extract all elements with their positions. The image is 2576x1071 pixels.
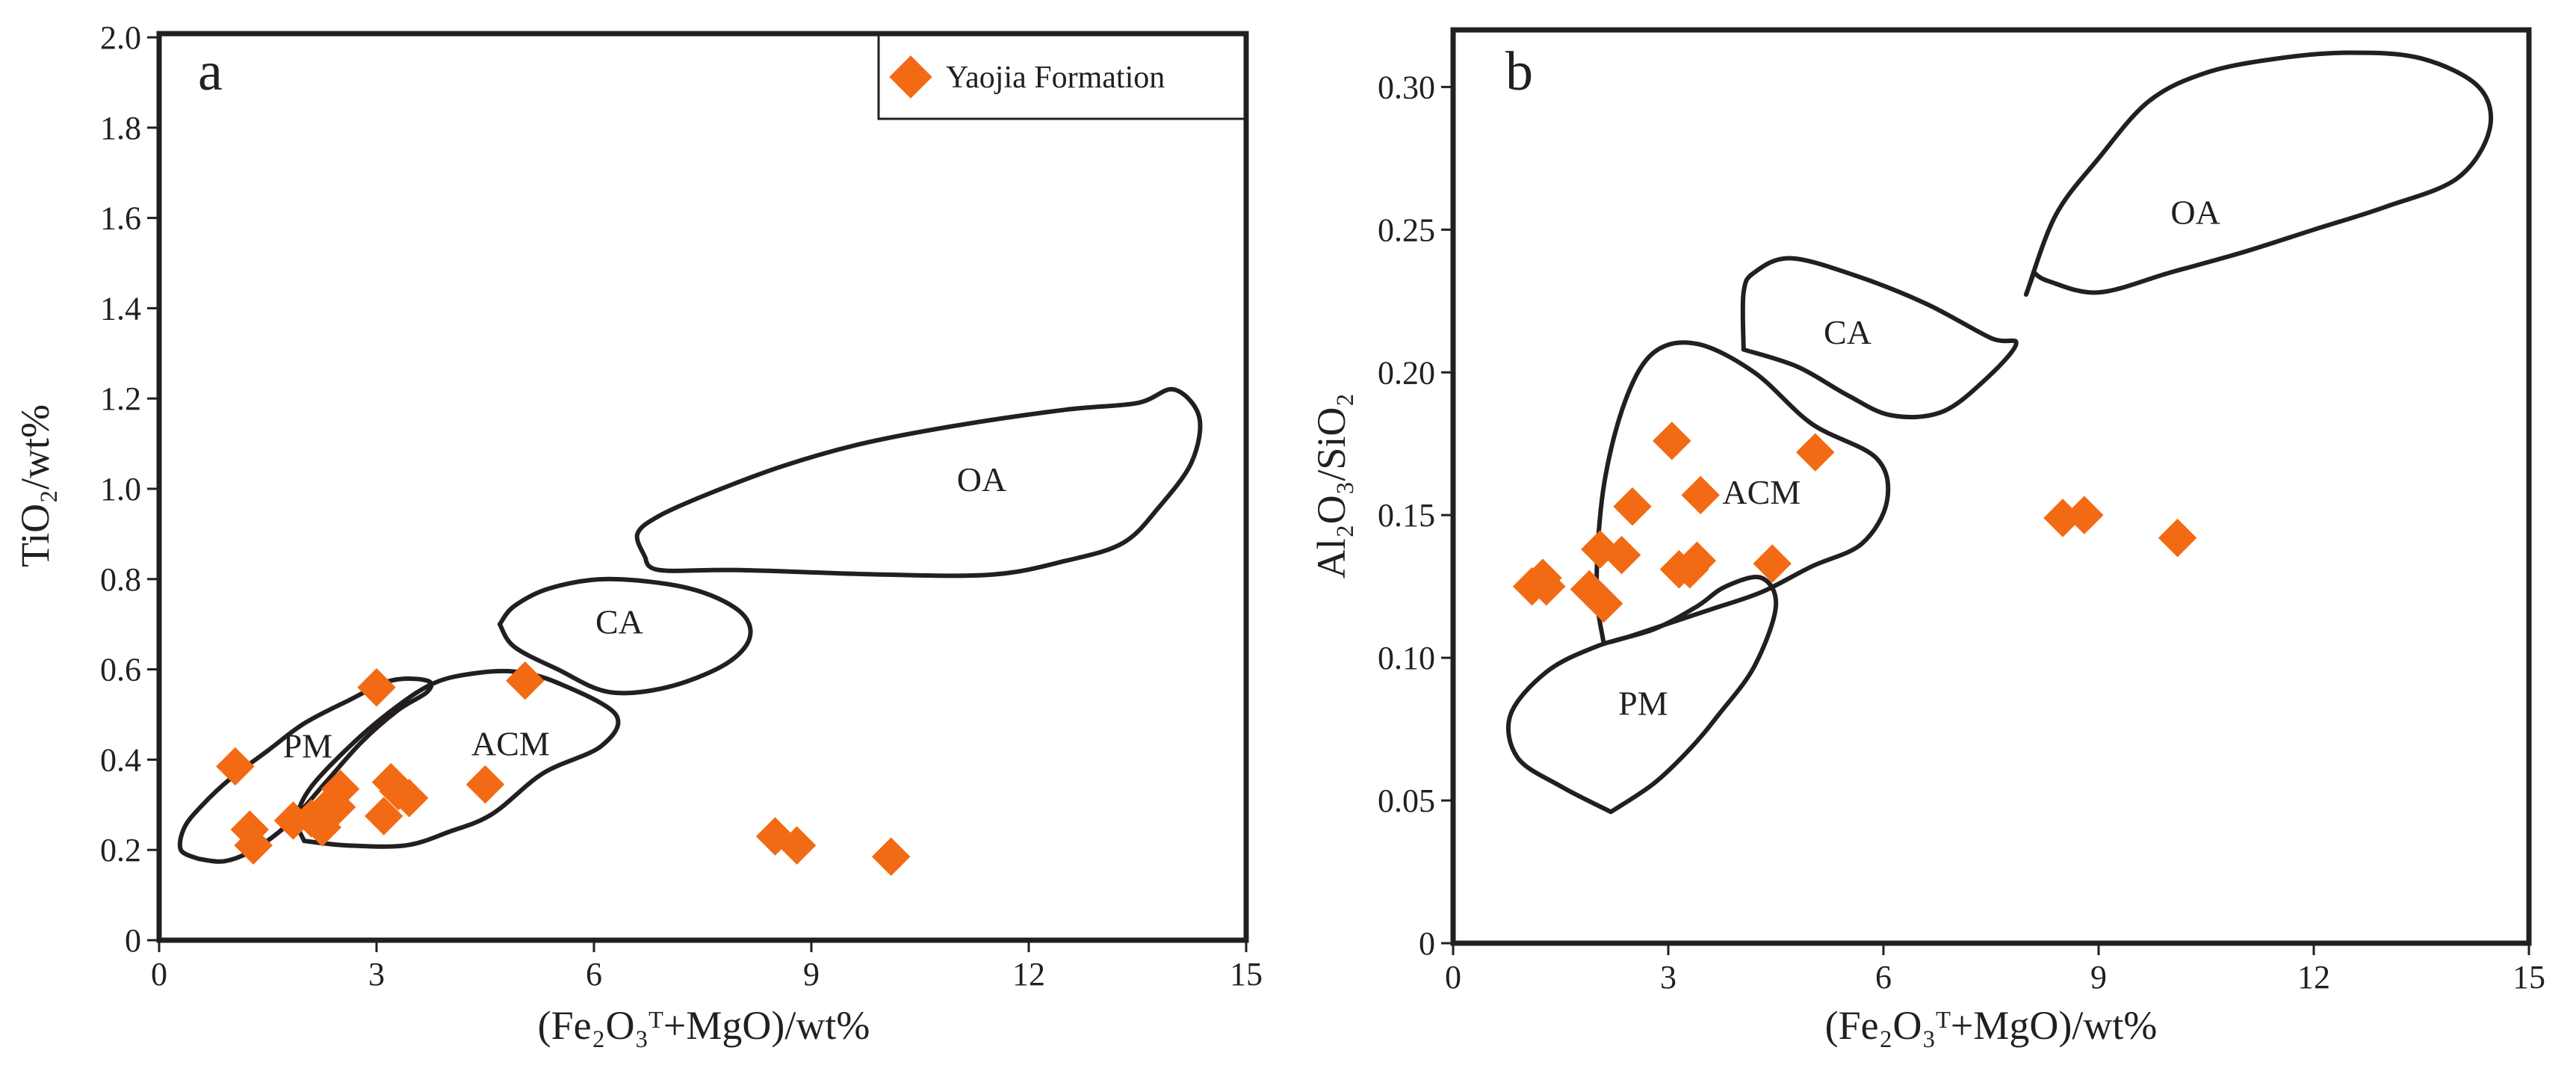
data-point	[777, 826, 817, 865]
panel-b-x-ticks: 0 3 6 9 12 15	[1445, 943, 2545, 996]
data-point	[1613, 487, 1652, 526]
y-tick-label: 0.8	[100, 561, 141, 598]
field-outline-pm	[1506, 575, 1779, 815]
x-tick-label: 9	[2090, 959, 2107, 996]
y-tick-label: 1.6	[100, 200, 141, 237]
y-tick-label: 1.2	[100, 380, 141, 417]
field-label-acm: ACM	[1722, 473, 1801, 511]
panel-b-letter: b	[1505, 41, 1533, 102]
y-tick-label: 0	[1419, 925, 1435, 962]
data-point	[1677, 541, 1717, 580]
data-point	[1753, 544, 1792, 583]
data-point	[1584, 584, 1623, 623]
panel-b: PM ACM CA OA 0 3 6 9 12 15 0 0.05 0.10 0.15 0.20 0.25…	[1309, 27, 2545, 1048]
data-point	[321, 769, 360, 809]
panel-a-frame	[156, 31, 1249, 943]
panel-b-y-title: Al₂O₃/SiO₂	[1309, 393, 1354, 579]
y-tick-label: 2.0	[100, 19, 141, 56]
field-outline-ca	[1740, 256, 2019, 420]
panel-a-y-ticks: 0 0.2 0.4 0.6 0.8 1.0 1.2 1.4 1.6 1.8 2.0	[100, 19, 159, 959]
field-label-acm: ACM	[471, 724, 550, 762]
field-outline-oa	[2023, 50, 2494, 297]
x-tick-label: 3	[368, 956, 385, 993]
y-tick-label: 0.05	[1378, 783, 1435, 819]
data-point	[1602, 535, 1641, 575]
field-outline-acm	[294, 668, 621, 849]
panel-a-letter: a	[198, 41, 223, 102]
data-point	[506, 661, 545, 700]
panel-a-x-title: (Fe₂O₃ᵀ+MgO)/wt%	[538, 1003, 870, 1048]
field-label-oa: OA	[957, 460, 1006, 499]
y-tick-label: 0.4	[100, 741, 141, 778]
legend-box	[877, 34, 1246, 120]
data-point	[364, 797, 403, 836]
field-label-oa: OA	[2170, 194, 2220, 232]
field-outline-acm	[1594, 340, 1891, 646]
panel-a-field-labels: PM ACM CA OA	[283, 460, 1007, 765]
x-tick-label: 12	[2297, 959, 2330, 996]
panel-b-y-ticks: 0 0.05 0.10 0.15 0.20 0.25 0.30	[1378, 69, 1453, 962]
field-label-ca: CA	[1824, 313, 1871, 351]
field-label-pm: PM	[283, 726, 332, 765]
data-point	[389, 779, 429, 818]
y-tick-label: 0.2	[100, 832, 141, 868]
legend-label: Yaojia Formation	[946, 61, 1165, 95]
y-tick-label: 1.8	[100, 110, 141, 146]
x-tick-label: 0	[1445, 959, 1461, 996]
panel-b-points	[1512, 422, 2197, 623]
y-tick-label: 1.4	[100, 290, 141, 327]
y-tick-label: 0	[125, 922, 141, 959]
data-point	[357, 668, 396, 707]
y-tick-label: 0.30	[1378, 69, 1435, 105]
x-tick-label: 0	[151, 956, 167, 993]
field-label-pm: PM	[1618, 685, 1668, 723]
y-tick-label: 0.20	[1378, 354, 1435, 391]
panel-b-x-title: (Fe₂O₃ᵀ+MgO)/wt%	[1825, 1003, 2158, 1048]
data-point	[1581, 530, 1620, 569]
data-point	[2158, 519, 2197, 558]
panel-a: PM ACM CA OA 0 3 6 9 12 15 0 0.2 0.4 0.6 0.8 1.0 1.2 1.…	[13, 19, 1263, 1048]
x-tick-label: 12	[1012, 956, 1045, 993]
data-point	[465, 765, 505, 804]
x-tick-label: 15	[1230, 956, 1263, 993]
x-tick-label: 15	[2512, 959, 2545, 996]
y-tick-label: 0.6	[100, 652, 141, 688]
legend-marker	[889, 55, 932, 99]
x-tick-label: 3	[1660, 959, 1676, 996]
data-point	[1527, 567, 1566, 606]
y-tick-label: 1.0	[100, 471, 141, 507]
panel-b-field-labels: PM ACM CA OA	[1618, 194, 2220, 723]
data-point	[2065, 496, 2104, 534]
legend[interactable]: Yaojia Formation	[877, 34, 1246, 120]
panel-b-fields	[1506, 50, 2494, 815]
data-point	[1681, 475, 1720, 515]
data-point	[216, 747, 255, 786]
data-point	[1796, 433, 1835, 472]
data-point	[1653, 422, 1691, 460]
x-tick-label: 9	[803, 956, 820, 993]
panel-b-frame	[1450, 27, 2532, 946]
y-tick-label: 0.25	[1378, 212, 1435, 248]
x-tick-label: 6	[1875, 959, 1892, 996]
field-label-ca: CA	[595, 602, 643, 641]
field-outline-oa	[634, 386, 1203, 578]
field-outline-ca	[497, 576, 753, 696]
x-tick-label: 6	[586, 956, 602, 993]
y-tick-label: 0.15	[1378, 497, 1435, 534]
panel-a-points	[216, 661, 911, 876]
y-tick-label: 0.10	[1378, 640, 1435, 676]
panel-a-x-ticks: 0 3 6 9 12 15	[151, 940, 1263, 993]
data-point	[871, 837, 911, 876]
data-point	[234, 826, 273, 865]
panel-a-y-title: TiO₂/wt%	[13, 404, 58, 567]
